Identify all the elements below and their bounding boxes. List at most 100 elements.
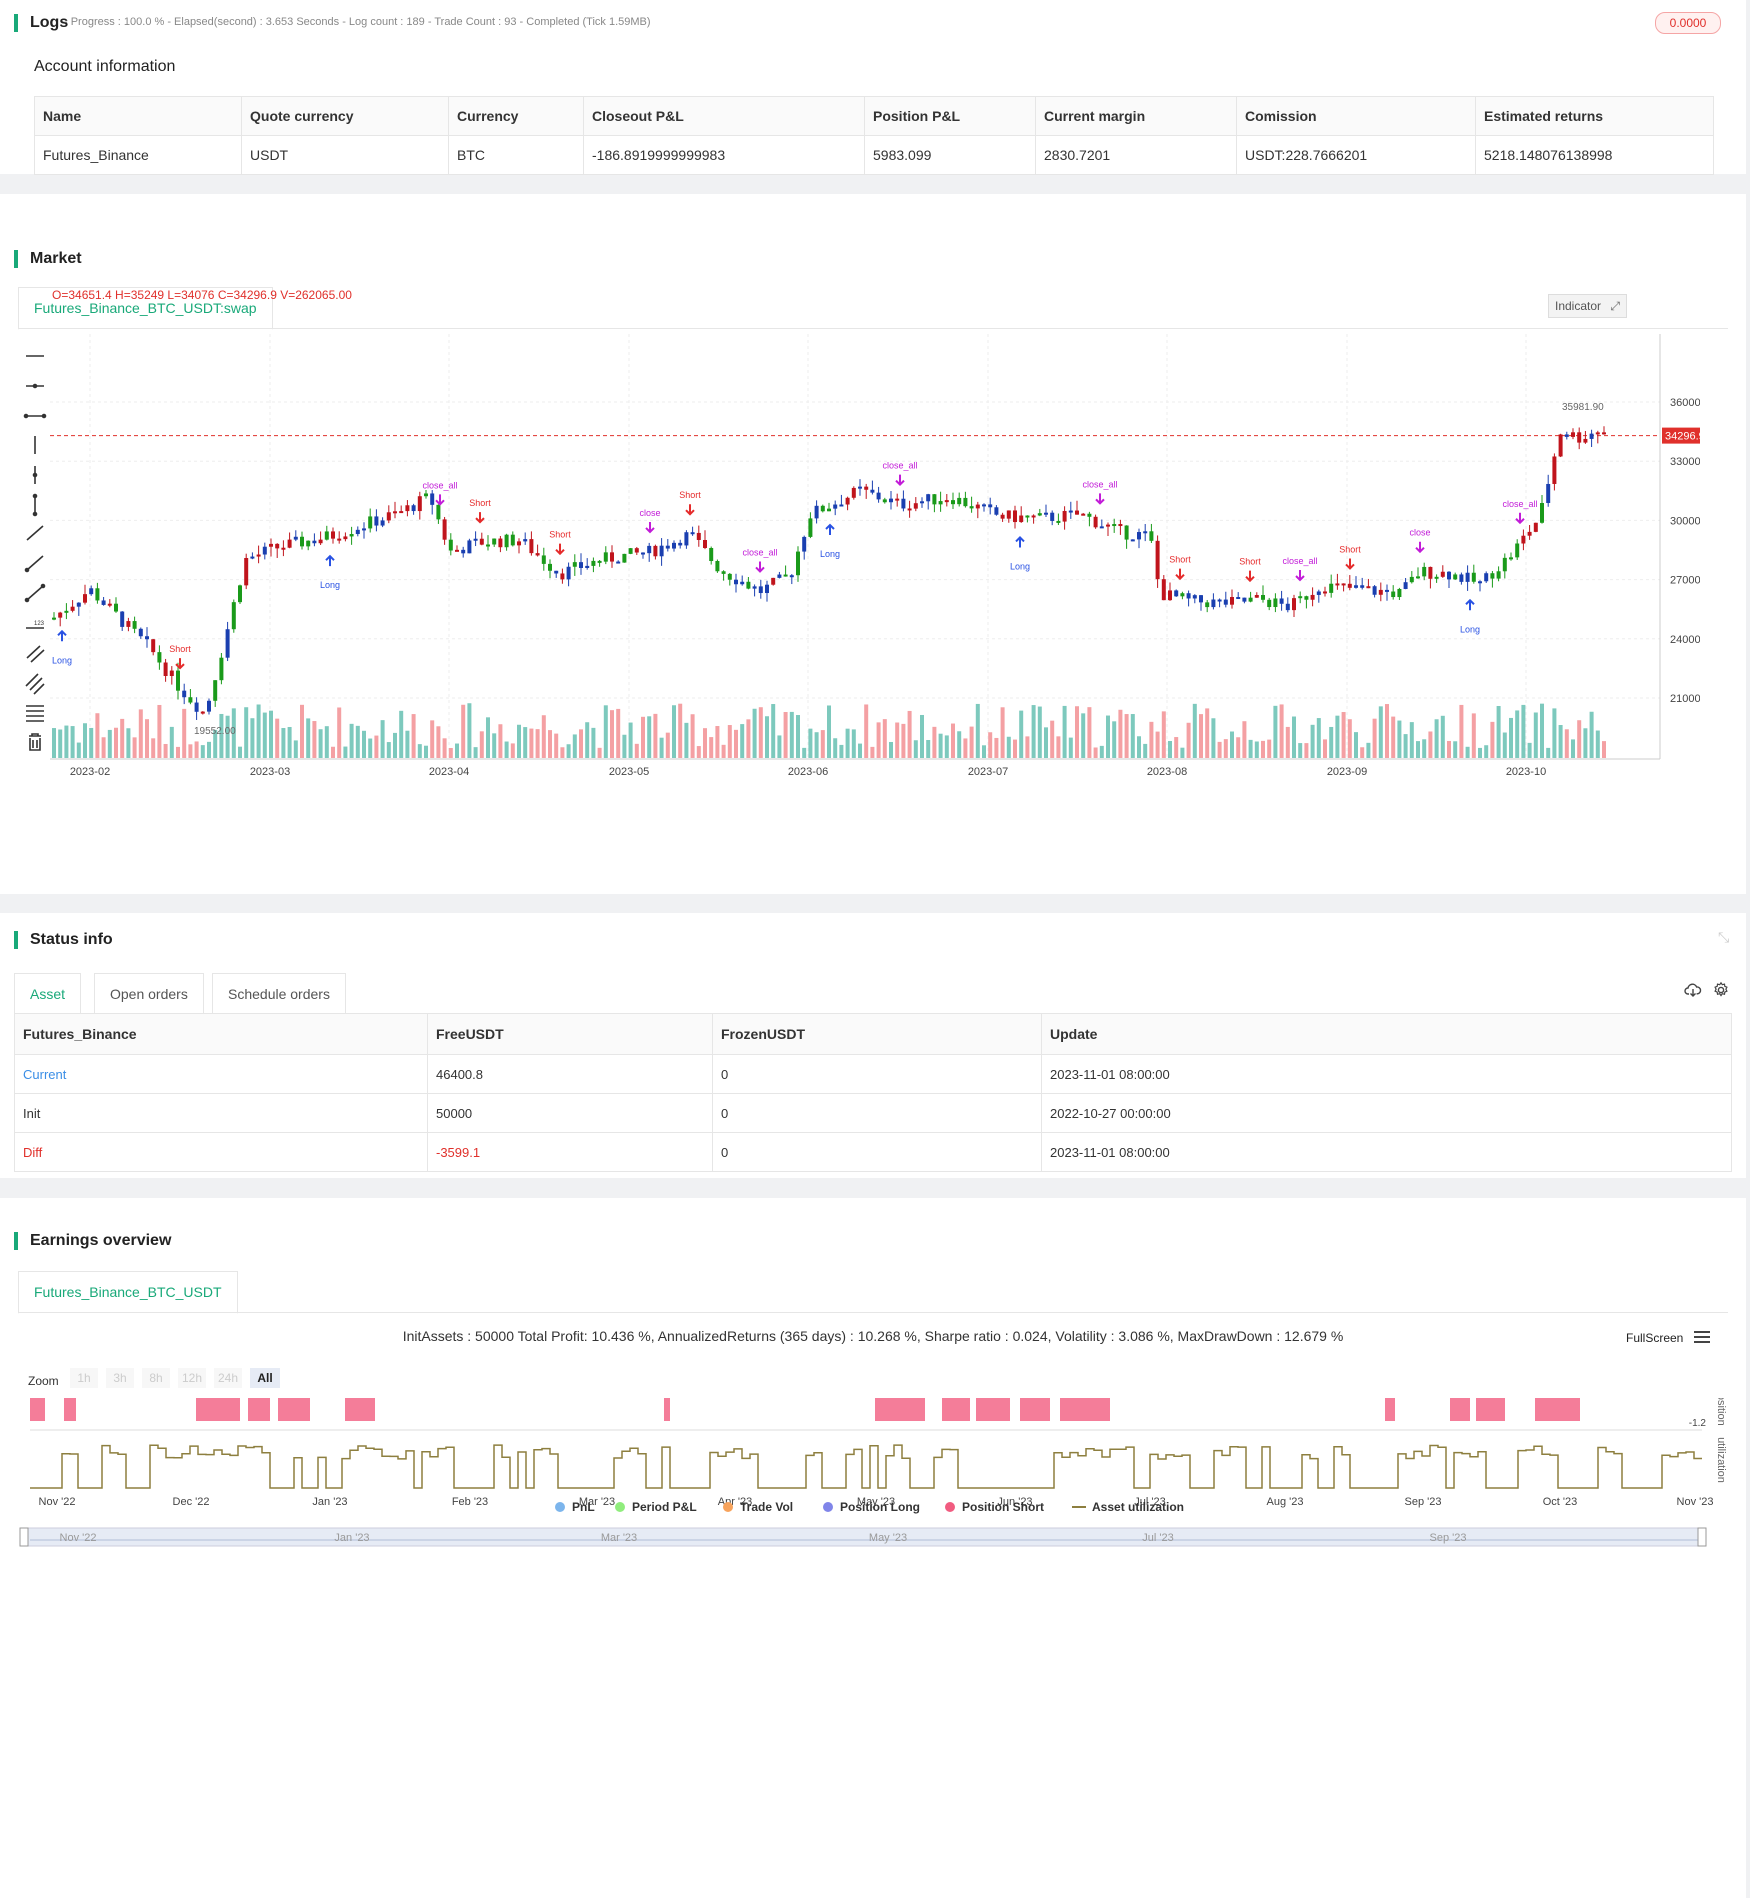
parallel-channel-icon[interactable] (26, 645, 45, 663)
trade-signal-arrow (1345, 558, 1355, 570)
candle-body (517, 541, 521, 546)
tab-divider (18, 328, 1728, 329)
segment-line-icon[interactable] (24, 583, 46, 603)
volume-bar (1242, 721, 1247, 758)
candle-body (1037, 513, 1042, 516)
volume-bar (982, 745, 986, 758)
indicator-button[interactable]: Indicator ⤢ (1548, 294, 1627, 318)
volume-bar (560, 747, 565, 758)
earnings-chart[interactable]: 6k5k4k3k2k1k0−1k−2k−3k-4k-1.2PnLPeriod P… (0, 1398, 1746, 1898)
candlestick-chart[interactable]: Long Short Long close_all Short Short close Sho… (0, 334, 1700, 894)
collapse-icon[interactable]: ⤡ (1718, 929, 1730, 945)
candle-body (758, 586, 763, 594)
zoom-24h-button[interactable]: 24h (214, 1368, 242, 1388)
volume-bar (1341, 712, 1346, 758)
volume-bar (572, 734, 577, 758)
candle-body (554, 570, 559, 574)
volume-bar (684, 722, 689, 758)
candle-body (1366, 586, 1371, 589)
volume-bar (1546, 747, 1551, 758)
candle-body (1372, 586, 1377, 595)
candle-body (616, 561, 621, 564)
candle-body (982, 504, 986, 507)
candle-body (963, 497, 968, 507)
extended-line-icon[interactable] (23, 413, 47, 419)
candle-body (1211, 599, 1216, 608)
volume-bar (1254, 741, 1259, 758)
tab-earnings-symbol[interactable]: Futures_Binance_BTC_USDT (18, 1271, 238, 1314)
volume-bar (541, 715, 546, 758)
candle-body (1571, 432, 1575, 437)
tab-market-symbol[interactable]: Futures_Binance_BTC_USDT:swap (18, 287, 273, 330)
date-tick-label: 2023-09 (1327, 766, 1367, 778)
volume-bar (1316, 718, 1321, 758)
candle-body (1248, 597, 1253, 602)
volume-bar (1186, 722, 1191, 758)
volume-bar (882, 719, 887, 758)
tab-schedule-orders[interactable]: Schedule orders (212, 973, 346, 1014)
candle-body (684, 532, 689, 546)
zoom-3h-button[interactable]: 3h (106, 1368, 134, 1388)
volume-bar (293, 740, 298, 758)
navigator-handle-right (1697, 1527, 1707, 1547)
trade-signal-arrow (645, 521, 655, 534)
fib-levels-icon[interactable] (26, 705, 44, 722)
trade-signal-label: Short (1169, 555, 1191, 565)
volume-bar (1093, 747, 1098, 758)
ray-line-icon[interactable] (24, 555, 44, 573)
candle-body (1459, 574, 1464, 582)
candle-body (1161, 579, 1166, 601)
zoom-all-button[interactable]: All (250, 1368, 280, 1388)
horizontal-ray-icon[interactable] (26, 383, 44, 389)
volume-bar (448, 747, 453, 758)
cloud-download-icon[interactable] (1684, 981, 1702, 999)
candle-body (1137, 532, 1141, 540)
candle-body (678, 542, 683, 546)
candle-body (1589, 433, 1594, 439)
candle-body (486, 544, 490, 547)
asset-table: Futures_Binance FreeUSDT FrozenUSDT Upda… (14, 1013, 1732, 1172)
zoom-1h-button[interactable]: 1h (70, 1368, 98, 1388)
candle-body (138, 628, 143, 637)
volume-bar (1223, 739, 1228, 758)
trash-icon[interactable] (29, 733, 41, 751)
menu-icon[interactable] (1694, 1330, 1710, 1344)
candle-body (814, 505, 819, 519)
date-tick-label: Oct '23 (1543, 1496, 1578, 1508)
zoom-12h-button[interactable]: 12h (178, 1368, 206, 1388)
volume-bar (1050, 720, 1055, 758)
price-label-icon[interactable]: 123 (26, 621, 45, 629)
tab-asset[interactable]: Asset (14, 973, 82, 1016)
volume-bar (1025, 736, 1030, 758)
volume-bar (951, 723, 955, 758)
candle-body (306, 540, 311, 547)
candle-body (802, 536, 807, 552)
account-header: Name (34, 96, 242, 136)
volume-bar (70, 726, 75, 758)
tab-open-orders[interactable]: Open orders (94, 973, 204, 1014)
trend-line-icon[interactable] (26, 525, 44, 541)
trade-signal-arrow (1015, 536, 1025, 548)
vertical-segment-icon[interactable] (32, 493, 38, 517)
volume-bar (1285, 726, 1290, 758)
table-row: Futures_Binance USDT BTC -186.8919999999… (34, 135, 1714, 175)
candle-body (1192, 595, 1197, 599)
volume-bar (1434, 719, 1439, 758)
candle-body (1521, 535, 1526, 544)
volume-bar (1019, 710, 1024, 758)
settings-icon[interactable] (1712, 981, 1730, 999)
trade-signal-arrow (325, 554, 335, 567)
candle-body (231, 602, 236, 630)
asset-cell: 0 (712, 1093, 1042, 1133)
volume-bar (796, 715, 800, 758)
date-tick-label: 2023-02 (70, 766, 110, 778)
zoom-8h-button[interactable]: 8h (142, 1368, 170, 1388)
volume-bar (721, 744, 726, 758)
volume-bar (1261, 740, 1265, 758)
fib-channel-icon[interactable] (25, 673, 45, 695)
fullscreen-button[interactable]: FullScreen (1626, 1331, 1683, 1345)
vertical-ray-icon[interactable] (32, 466, 38, 484)
position-short-block (1020, 1398, 1050, 1421)
candle-body (442, 519, 447, 540)
candle-body (597, 560, 602, 563)
